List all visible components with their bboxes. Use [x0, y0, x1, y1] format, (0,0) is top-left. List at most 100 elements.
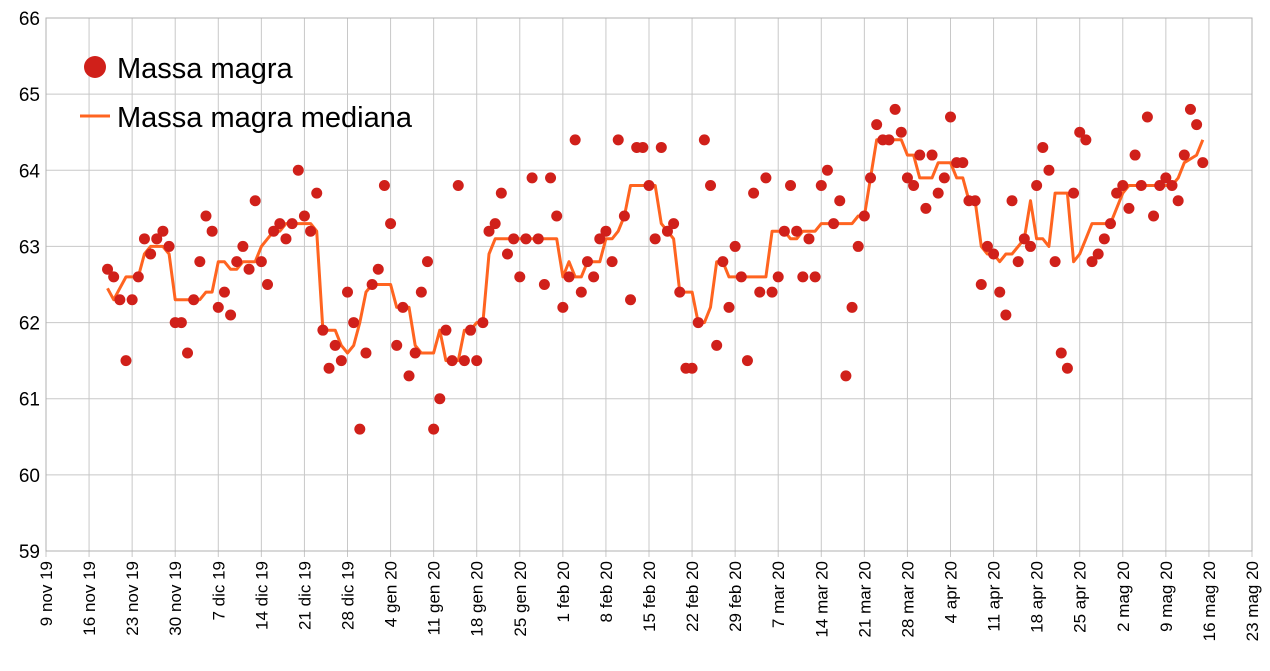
data-point [723, 301, 735, 313]
data-point [1086, 256, 1098, 268]
data-point [1055, 347, 1067, 359]
data-point [120, 355, 132, 367]
data-point [465, 324, 477, 336]
data-point [434, 393, 446, 405]
data-point [1191, 119, 1203, 131]
data-point [298, 210, 310, 222]
data-point [292, 164, 304, 176]
data-point [815, 180, 827, 192]
data-point [108, 271, 120, 283]
data-point [975, 279, 987, 290]
data-point [311, 187, 323, 199]
data-point [385, 218, 397, 230]
data-point [175, 317, 187, 329]
data-point [440, 324, 452, 336]
data-point [994, 286, 1006, 298]
data-point [409, 347, 421, 359]
data-point [581, 256, 593, 268]
data-point [575, 286, 587, 298]
data-point [1098, 233, 1110, 245]
data-point [1141, 111, 1153, 123]
data-point [754, 286, 766, 298]
data-point [969, 195, 981, 207]
data-point [932, 187, 944, 199]
data-point [514, 271, 526, 283]
data-point [249, 195, 261, 207]
y-tick-label: 64 [19, 161, 41, 182]
data-point [741, 355, 753, 367]
median-line [106, 138, 1205, 363]
x-tick-label: 16 nov 19 [80, 561, 99, 636]
x-tick-label: 4 gen 20 [382, 561, 401, 627]
data-point [717, 256, 729, 268]
data-point [563, 271, 575, 283]
data-point [858, 210, 870, 222]
x-tick-label: 23 mag 20 [1243, 561, 1262, 641]
data-point [225, 309, 237, 321]
data-point [206, 225, 218, 237]
data-point [1061, 362, 1073, 374]
data-point [914, 149, 926, 161]
x-tick-label: 15 feb 20 [640, 561, 659, 632]
data-point [846, 301, 858, 313]
data-point [834, 195, 846, 207]
data-point [698, 134, 710, 146]
data-point [957, 157, 969, 169]
data-point [538, 279, 550, 290]
data-point [391, 339, 403, 351]
data-point [748, 187, 760, 199]
data-point [342, 286, 353, 298]
data-point [415, 286, 427, 298]
grid [45, 17, 1253, 557]
data-point [255, 256, 267, 268]
x-tick-label: 28 mar 20 [898, 561, 917, 638]
data-point [126, 294, 138, 306]
x-tick-label: 2 mag 20 [1114, 561, 1133, 632]
data-point [372, 263, 384, 275]
x-tick-label: 9 mag 20 [1157, 561, 1176, 632]
data-point [901, 172, 913, 184]
data-point [305, 225, 317, 237]
data-point [1178, 149, 1190, 161]
y-tick-label: 65 [19, 85, 40, 106]
data-point [489, 218, 501, 230]
data-point [938, 172, 950, 184]
x-tick-label: 4 apr 20 [942, 561, 961, 623]
data-point [366, 279, 378, 290]
y-axis-ticks: 59 60 61 62 63 64 65 66 [19, 9, 41, 563]
data-point [483, 225, 495, 237]
data-point [237, 240, 249, 252]
data-point [323, 362, 335, 374]
data-point [421, 256, 433, 268]
data-point [1148, 210, 1160, 222]
data-point [1166, 180, 1178, 192]
data-point [1092, 248, 1104, 260]
data-point [778, 225, 790, 237]
y-tick-label: 60 [19, 466, 40, 487]
x-tick-label: 25 apr 20 [1071, 561, 1090, 633]
data-point [268, 225, 280, 237]
data-point [231, 256, 243, 268]
data-point [532, 233, 544, 245]
data-point [588, 271, 600, 283]
y-tick-label: 61 [19, 390, 40, 411]
data-point [612, 134, 624, 146]
data-point [883, 134, 895, 146]
data-point [138, 233, 150, 245]
data-point [988, 248, 1000, 260]
x-tick-label: 18 apr 20 [1028, 561, 1047, 633]
data-point [360, 347, 372, 359]
data-point [348, 317, 360, 329]
data-point [865, 172, 877, 184]
data-point [280, 233, 292, 245]
x-tick-label: 11 apr 20 [985, 561, 1004, 632]
data-point [895, 126, 907, 138]
x-tick-label: 21 dic 19 [295, 561, 314, 630]
data-point [1184, 103, 1196, 115]
data-point [600, 225, 612, 237]
data-point [828, 218, 840, 230]
data-point [785, 180, 797, 192]
data-point [428, 423, 440, 435]
x-tick-label: 7 mar 20 [769, 561, 788, 628]
